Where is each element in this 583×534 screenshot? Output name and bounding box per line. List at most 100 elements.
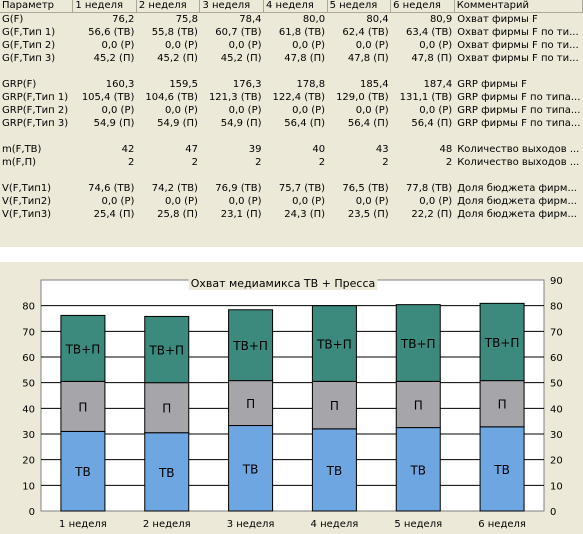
bar-segment[interactable] — [144, 432, 190, 512]
comment-cell[interactable]: Охват фирмы F по ти... — [457, 27, 579, 38]
value-cell[interactable]: 55,8 (ТВ) — [151, 27, 198, 38]
comment-cell[interactable]: GRP фирмы F — [457, 79, 527, 90]
value-cell[interactable]: 0,0 (Р) — [165, 196, 198, 207]
value-cell[interactable]: 47 — [185, 144, 198, 155]
value-cell[interactable]: 131,1 (ТВ) — [399, 92, 453, 103]
value-cell[interactable]: 47,8 (П) — [347, 53, 389, 64]
comment-cell[interactable] — [454, 65, 582, 78]
value-cell[interactable]: 129,0 (ТВ) — [336, 92, 389, 103]
parameter-cell[interactable] — [0, 65, 73, 78]
parameter-cell[interactable]: V(F,Тип3) — [2, 209, 52, 220]
column-header[interactable]: 1 неделя — [72, 0, 137, 13]
value-cell[interactable]: 178,8 — [296, 79, 326, 90]
value-cell[interactable]: 187,4 — [423, 79, 453, 90]
parameter-cell[interactable]: GRP(F,Тип 2) — [2, 105, 69, 116]
value-cell[interactable]: 77,8 (ТВ) — [405, 183, 453, 194]
comment-cell[interactable]: Доля бюджета фирм... — [457, 209, 577, 220]
value-cell[interactable]: 2 — [318, 157, 326, 168]
comment-cell[interactable]: GRP фирмы F по типа... — [457, 118, 581, 129]
comment-cell[interactable]: Охват фирмы F — [457, 14, 538, 25]
value-cell[interactable]: 47,8 (П) — [411, 53, 453, 64]
parameter-cell[interactable]: GRP(F) — [2, 79, 37, 90]
value-cell[interactable]: 61,8 (ТВ) — [278, 27, 326, 38]
bar-segment[interactable] — [60, 430, 106, 512]
bar-segment[interactable] — [228, 380, 274, 427]
value-cell[interactable]: 23,5 (П) — [347, 209, 389, 220]
value-cell[interactable]: 121,3 (ТВ) — [208, 92, 262, 103]
table-row[interactable]: V(F,Тип2) 0,0 (Р) 0,0 (Р) 0,0 (Р) 0,0 (Р) 0,0… — [0, 195, 583, 208]
comment-cell[interactable] — [454, 169, 582, 182]
comment-cell[interactable]: GRP фирмы F по типа... — [457, 92, 581, 103]
value-cell[interactable]: 54,9 (П) — [93, 118, 135, 129]
column-header[interactable]: 4 неделя — [263, 0, 328, 13]
table-row[interactable] — [0, 65, 583, 78]
comment-cell[interactable]: Количество выходов ... — [457, 144, 580, 155]
bar-segment[interactable] — [144, 315, 190, 384]
value-cell[interactable]: 75,7 (ТВ) — [278, 183, 326, 194]
value-cell[interactable] — [200, 169, 264, 182]
value-cell[interactable] — [391, 65, 455, 78]
value-cell[interactable]: 0,0 (Р) — [101, 40, 135, 51]
value-cell[interactable]: 2 — [255, 157, 262, 168]
value-cell[interactable]: 0,0 (Р) — [355, 105, 389, 116]
value-cell[interactable]: 23,1 (П) — [220, 209, 262, 220]
column-header[interactable]: 3 неделя — [199, 0, 265, 13]
value-cell[interactable] — [136, 65, 200, 78]
value-cell[interactable]: 24,3 (П) — [284, 209, 326, 220]
value-cell[interactable]: 45,2 (П) — [93, 53, 135, 64]
value-cell[interactable]: 76,5 (ТВ) — [342, 183, 389, 194]
value-cell[interactable]: 54,9 (П) — [220, 118, 262, 129]
table-row[interactable] — [0, 169, 583, 182]
parameter-cell[interactable] — [0, 169, 73, 182]
bar-segment[interactable] — [144, 382, 190, 434]
bar-segment[interactable] — [311, 305, 357, 382]
value-cell[interactable]: 80,9 — [429, 14, 453, 25]
bar-segment[interactable] — [479, 302, 525, 382]
parameter-cell[interactable]: G(F,Тип 3) — [2, 53, 56, 64]
value-cell[interactable]: 0,0 (Р) — [228, 196, 262, 207]
value-cell[interactable] — [327, 65, 391, 78]
value-cell[interactable]: 2 — [128, 157, 135, 168]
value-cell[interactable]: 104,6 (ТВ) — [145, 92, 198, 103]
comment-cell[interactable]: Количество выходов ... — [457, 157, 580, 168]
value-cell[interactable]: 25,4 (П) — [93, 209, 135, 220]
bar-segment[interactable] — [395, 427, 441, 512]
parameter-cell[interactable]: m(F,ТВ) — [2, 144, 42, 155]
value-cell[interactable]: 56,4 (П) — [347, 118, 389, 129]
value-cell[interactable]: 22,2 (П) — [411, 209, 453, 220]
parameter-cell[interactable]: m(F,П) — [2, 157, 36, 168]
value-cell[interactable] — [136, 130, 200, 143]
parameter-cell[interactable]: G(F,Тип 1) — [2, 27, 56, 38]
value-cell[interactable] — [327, 169, 391, 182]
value-cell[interactable]: 2 — [382, 157, 389, 168]
table-row[interactable]: m(F,ТВ) 42 47 39 40 43 48 Количество выходов ..… — [0, 143, 583, 156]
value-cell[interactable]: 2 — [191, 157, 198, 168]
value-cell[interactable]: 75,8 — [175, 14, 198, 25]
value-cell[interactable]: 0,0 (Р) — [101, 105, 135, 116]
column-header[interactable]: 5 неделя — [327, 0, 392, 13]
value-cell[interactable] — [327, 130, 391, 143]
value-cell[interactable]: 78,4 — [239, 14, 262, 25]
value-cell[interactable]: 0,0 (Р) — [165, 105, 198, 116]
value-cell[interactable] — [73, 130, 137, 143]
value-cell[interactable]: 74,6 (ТВ) — [88, 183, 135, 194]
comment-cell[interactable]: Доля бюджета фирм... — [457, 183, 577, 194]
parameter-cell[interactable]: G(F) — [2, 14, 24, 25]
value-cell[interactable]: 62,4 (ТВ) — [342, 27, 389, 38]
value-cell[interactable]: 76,2 — [112, 14, 135, 25]
bar-segment[interactable] — [479, 380, 525, 428]
value-cell[interactable]: 39 — [248, 144, 262, 155]
bar-segment[interactable] — [311, 428, 357, 512]
comment-cell[interactable]: Охват фирмы F по ти... — [457, 53, 579, 64]
value-cell[interactable]: 105,4 (ТВ) — [81, 92, 135, 103]
value-cell[interactable] — [391, 169, 455, 182]
table-row[interactable]: V(F,Тип1) 74,6 (ТВ) 74,2 (ТВ) 76,9 (ТВ) 75,7… — [0, 182, 583, 195]
value-cell[interactable] — [136, 169, 200, 182]
value-cell[interactable]: 47,8 (П) — [284, 53, 326, 64]
value-cell[interactable]: 0,0 (Р) — [165, 40, 198, 51]
table-row[interactable] — [0, 130, 583, 143]
value-cell[interactable]: 42 — [121, 144, 135, 155]
value-cell[interactable]: 0,0 (Р) — [419, 196, 453, 207]
comment-cell[interactable]: Охват фирмы F по ти... — [457, 40, 579, 51]
value-cell[interactable]: 0,0 (Р) — [419, 40, 453, 51]
